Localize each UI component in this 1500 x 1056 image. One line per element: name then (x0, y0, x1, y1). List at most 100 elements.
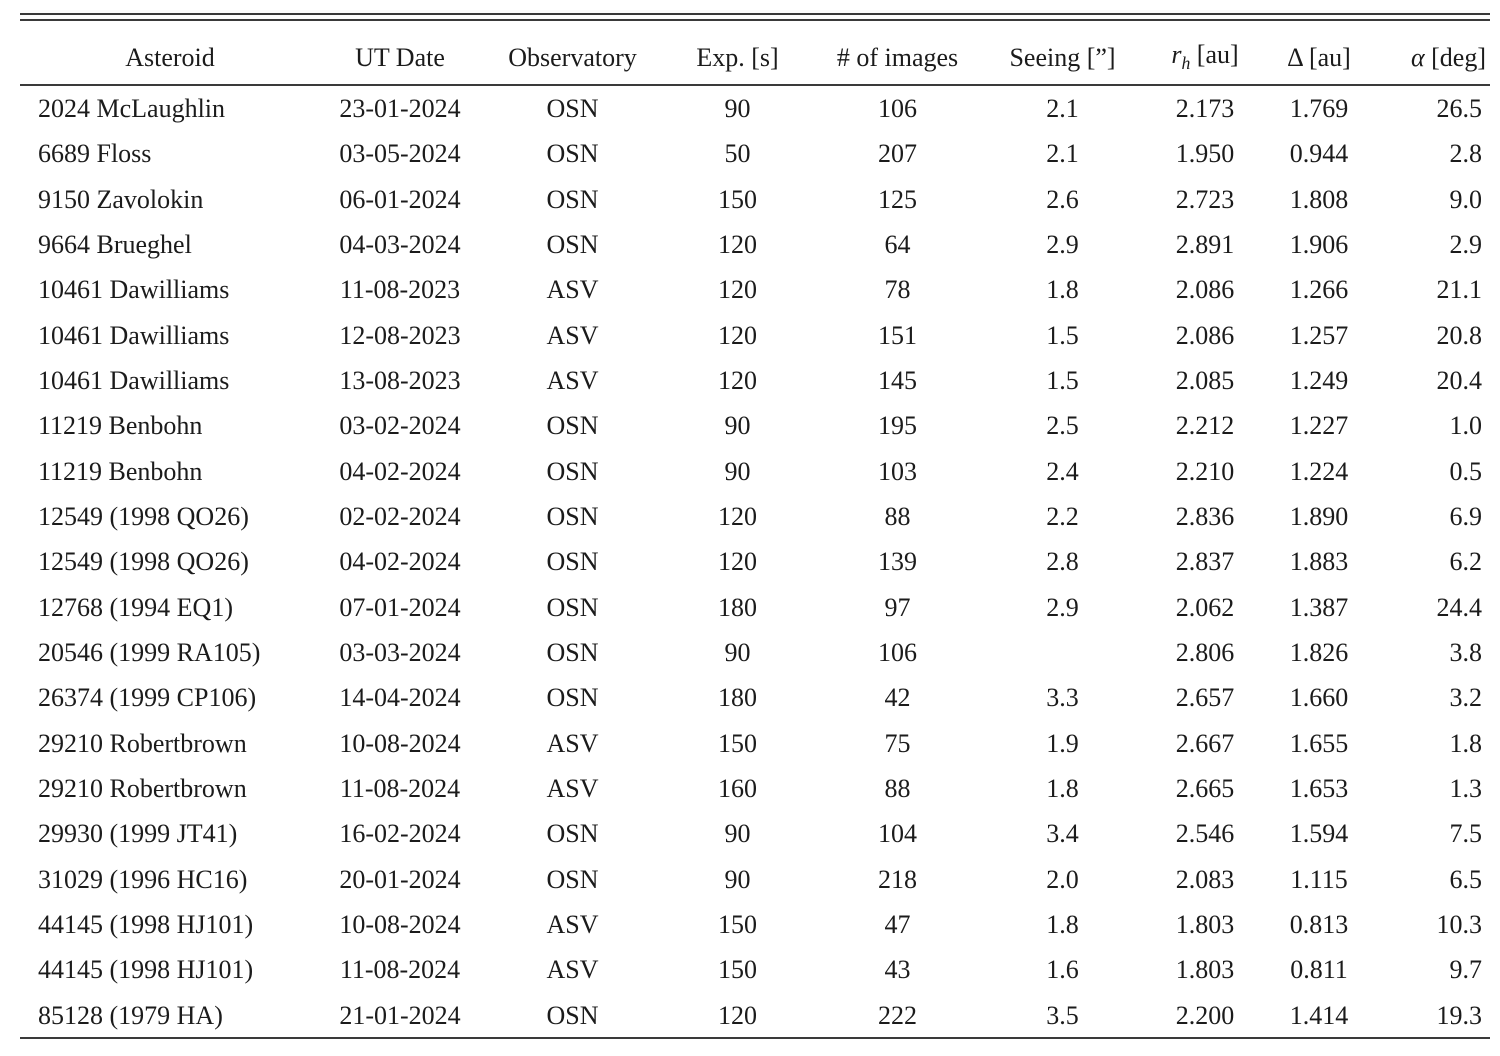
table-top-rule-outer (20, 13, 1490, 15)
cell-delta-au: 1.387 (1289, 592, 1349, 622)
cell-alpha-deg: 0.5 (1449, 456, 1483, 486)
cell-alpha-deg: 9.7 (1449, 955, 1483, 985)
cell-asteroid: 11219 Benbohn (38, 411, 203, 441)
asteroid-observation-table: Asteroid UT Date Observatory Exp. [s] # of i… (20, 21, 1490, 1036)
cell-exp-s: 50 (724, 139, 751, 169)
cell-asteroid: 9664 Brueghel (38, 230, 192, 260)
cell-delta-au: 1.655 (1289, 728, 1349, 758)
cell-delta-au: 1.890 (1289, 502, 1349, 532)
cell-alpha-deg: 9.0 (1449, 184, 1483, 214)
cell-delta-au: 1.826 (1289, 638, 1349, 668)
cell-observatory: OSN (546, 819, 599, 849)
table-row: 20546 (1999 RA105) 03-03-2024 OSN 90 106 2.80… (20, 628, 1490, 673)
cell-alpha-deg: 20.8 (1436, 320, 1483, 350)
cell-delta-au: 1.653 (1289, 774, 1349, 804)
cell-observatory: ASV (546, 910, 599, 940)
cell-observatory: OSN (546, 184, 599, 214)
cell-alpha-deg: 6.5 (1449, 864, 1483, 894)
cell-seeing: 3.5 (1046, 1000, 1079, 1030)
cell-num-images: 75 (884, 728, 911, 758)
cell-rh-au: 2.836 (1175, 502, 1235, 532)
cell-exp-s: 150 (718, 955, 757, 985)
cell-seeing: 1.9 (1046, 728, 1079, 758)
cell-delta-au: 1.906 (1289, 230, 1349, 260)
cell-ut-date: 07-01-2024 (339, 592, 461, 622)
header-cell-delta-au: Δ [au] (1287, 42, 1351, 72)
cell-ut-date: 03-03-2024 (339, 638, 461, 668)
cell-delta-au: 0.944 (1289, 139, 1349, 169)
cell-rh-au: 1.950 (1175, 139, 1235, 169)
cell-seeing: 2.2 (1046, 502, 1079, 532)
cell-alpha-deg: 2.8 (1449, 139, 1483, 169)
cell-num-images: 222 (878, 1000, 917, 1030)
cell-ut-date: 04-02-2024 (339, 456, 461, 486)
header-cell-num-images: # of images (836, 42, 959, 72)
cell-asteroid: 12768 (1994 EQ1) (38, 592, 233, 622)
cell-rh-au: 2.085 (1175, 366, 1235, 396)
cell-seeing: 2.0 (1046, 864, 1079, 894)
table-row: 12768 (1994 EQ1) 07-01-2024 OSN 180 97 2.9 2.0… (20, 583, 1490, 628)
cell-asteroid: 44145 (1998 HJ101) (38, 955, 254, 985)
table-row: 11219 Benbohn 03-02-2024 OSN 90 195 2.5 2.212 1… (20, 401, 1490, 446)
cell-seeing: 2.9 (1046, 230, 1079, 260)
cell-num-images: 125 (878, 184, 917, 214)
cell-ut-date: 11-08-2024 (339, 955, 461, 985)
table-row: 44145 (1998 HJ101) 10-08-2024 ASV 150 47 1.8 1… (20, 900, 1490, 945)
header-separator-rule (20, 84, 1490, 86)
table-header-row: Asteroid UT Date Observatory Exp. [s] # of i… (20, 21, 1490, 84)
cell-rh-au: 2.657 (1175, 683, 1235, 713)
header-cell-rh-au: rh [au] (1140, 21, 1270, 84)
cell-rh-au: 1.803 (1175, 910, 1235, 940)
cell-observatory: OSN (546, 683, 599, 713)
header-cell-rh-au-part: h (1181, 53, 1191, 74)
cell-observatory: OSN (546, 547, 599, 577)
cell-delta-au: 0.813 (1289, 910, 1349, 940)
cell-num-images: 104 (878, 819, 917, 849)
cell-num-images: 103 (878, 456, 917, 486)
table-row: 29210 Robertbrown 11-08-2024 ASV 160 88 1.8 2.… (20, 764, 1490, 809)
cell-rh-au: 2.200 (1175, 1000, 1235, 1030)
cell-exp-s: 160 (718, 774, 757, 804)
cell-num-images: 151 (878, 320, 917, 350)
cell-observatory: OSN (546, 139, 599, 169)
cell-seeing: 2.5 (1046, 411, 1079, 441)
cell-exp-s: 90 (724, 819, 751, 849)
cell-alpha-deg: 3.2 (1449, 683, 1483, 713)
cell-alpha-deg: 7.5 (1449, 819, 1483, 849)
cell-asteroid: 26374 (1999 CP106) (38, 683, 257, 713)
table-row: 6689 Floss 03-05-2024 OSN 50 207 2.1 1.950 0.94… (20, 129, 1490, 174)
cell-rh-au: 2.083 (1175, 864, 1235, 894)
cell-ut-date: 21-01-2024 (339, 1000, 461, 1030)
table-row: 29210 Robertbrown 10-08-2024 ASV 150 75 1.9 2.… (20, 719, 1490, 764)
cell-delta-au: 1.266 (1289, 275, 1349, 305)
cell-rh-au: 2.173 (1175, 94, 1235, 124)
cell-delta-au: 1.808 (1289, 184, 1349, 214)
cell-delta-au: 1.115 (1290, 864, 1348, 894)
header-cell-alpha-deg: α [deg] (1368, 21, 1490, 84)
header-cell-ut-date: UT Date (355, 42, 445, 72)
cell-exp-s: 90 (724, 638, 751, 668)
cell-num-images: 78 (884, 275, 911, 305)
header-cell-asteroid: Asteroid (125, 42, 215, 72)
cell-ut-date: 14-04-2024 (339, 683, 461, 713)
table-row: 85128 (1979 HA) 21-01-2024 OSN 120 222 3.5 2.2… (20, 991, 1490, 1036)
table-top-rule-inner (20, 19, 1490, 21)
cell-alpha-deg: 6.2 (1449, 547, 1483, 577)
cell-delta-au: 1.769 (1289, 94, 1349, 124)
header-cell-rh-au-part: [au] (1190, 40, 1239, 70)
cell-rh-au: 2.837 (1175, 547, 1235, 577)
cell-exp-s: 120 (718, 547, 757, 577)
cell-seeing: 1.6 (1046, 955, 1079, 985)
table-bottom-rule (20, 1037, 1490, 1039)
cell-observatory: ASV (546, 366, 599, 396)
cell-exp-s: 150 (718, 728, 757, 758)
cell-observatory: OSN (546, 230, 599, 260)
cell-ut-date: 04-02-2024 (339, 547, 461, 577)
table-body: 2024 McLaughlin 23-01-2024 OSN 90 106 2.1 2.17… (20, 84, 1490, 1036)
cell-exp-s: 120 (718, 366, 757, 396)
cell-asteroid: 85128 (1979 HA) (38, 1000, 223, 1030)
cell-rh-au: 2.210 (1175, 456, 1235, 486)
cell-alpha-deg: 26.5 (1436, 94, 1483, 124)
cell-delta-au: 1.224 (1289, 456, 1349, 486)
cell-num-images: 218 (878, 864, 917, 894)
